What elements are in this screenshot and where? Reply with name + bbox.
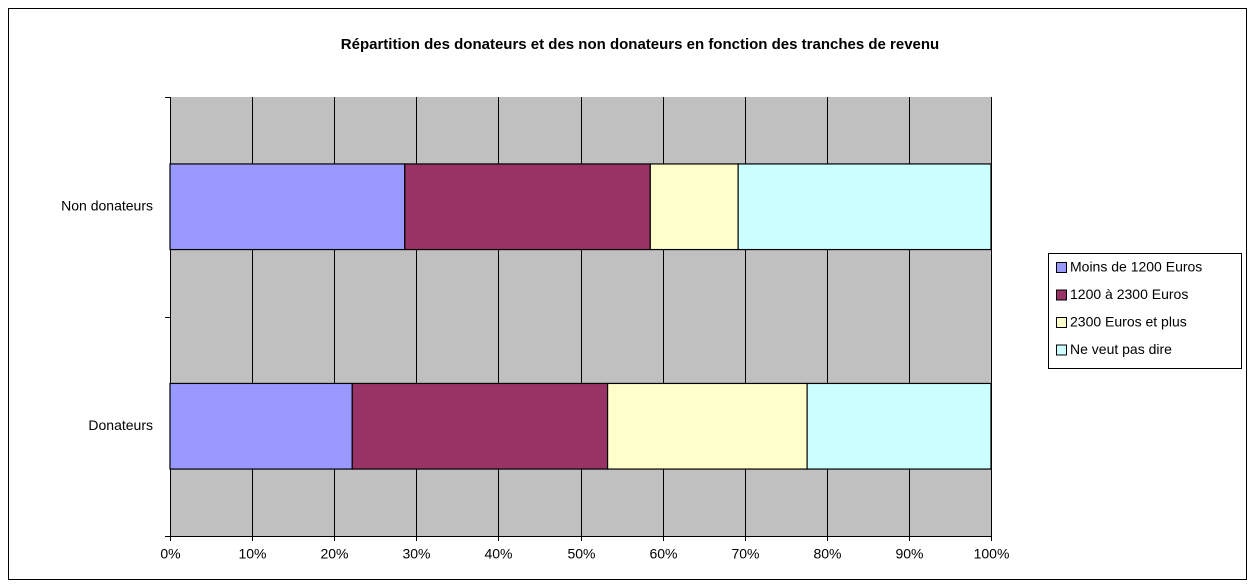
chart-title: Répartition des donateurs et des non don…	[341, 36, 939, 53]
bar-segment	[649, 163, 739, 251]
x-tick-label: 0%	[160, 546, 180, 562]
bar-segment	[351, 382, 609, 470]
bar-segment	[169, 382, 353, 470]
legend-swatch	[1056, 262, 1067, 273]
legend-swatch	[1056, 317, 1067, 328]
x-tick-label: 10%	[238, 546, 266, 562]
bar-segment	[806, 382, 992, 470]
bar-segment	[606, 382, 808, 470]
x-tick-label: 40%	[484, 546, 512, 562]
legend-label: 2300 Euros et plus	[1070, 314, 1187, 330]
bar-segment	[404, 163, 651, 251]
legend-label: 1200 à 2300 Euros	[1070, 286, 1188, 302]
y-tick-label: Donateurs	[88, 417, 153, 433]
legend-swatch	[1056, 344, 1067, 356]
x-tick-label: 80%	[813, 546, 841, 562]
legend-box	[1048, 253, 1242, 369]
y-tick-label: Non donateurs	[61, 197, 153, 213]
bar-segment	[737, 163, 992, 251]
x-tick-label: 20%	[320, 546, 348, 562]
legend-swatch	[1056, 289, 1067, 301]
plot-area	[170, 97, 991, 536]
x-tick-label: 30%	[402, 546, 430, 562]
bar-segment	[169, 163, 406, 251]
x-tick-label: 60%	[649, 546, 677, 562]
x-tick-label: 50%	[567, 546, 595, 562]
x-tick-label: 90%	[895, 546, 923, 562]
legend-label: Ne veut pas dire	[1070, 341, 1172, 357]
legend-label: Moins de 1200 Euros	[1070, 259, 1202, 275]
x-tick-label: 70%	[731, 546, 759, 562]
x-tick-label: 100%	[974, 546, 1010, 562]
